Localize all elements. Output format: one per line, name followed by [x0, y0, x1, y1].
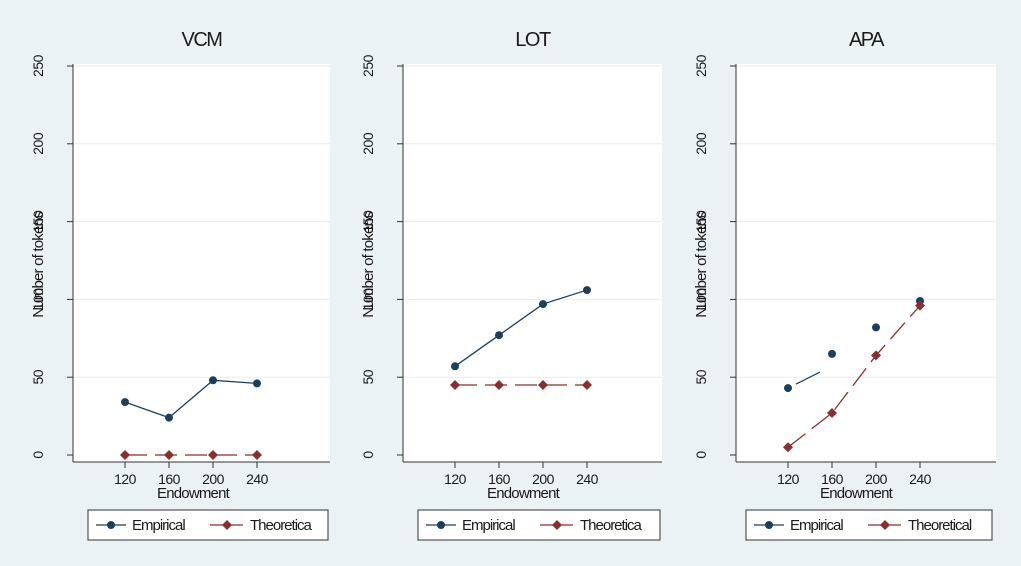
y-tick-label: 150	[360, 210, 376, 233]
panel-0: 0 50 100 150 200 250 120 160 200 240 VCM Endowment N…	[10, 16, 336, 554]
panel-2: 0 50 100 150 200 250 120 160 200 240 APA Endowment N…	[674, 16, 1000, 554]
y-tick-label: 0	[360, 451, 376, 459]
data-point-theoretical	[538, 379, 548, 390]
legend-marker-empirical	[107, 521, 115, 529]
data-point-empirical	[165, 413, 173, 422]
legend-label-theoretical: Theoretica	[250, 517, 313, 534]
y-axis-label: Number of tokens	[30, 212, 47, 318]
plot-area	[73, 64, 330, 462]
data-point-theoretical	[582, 379, 592, 390]
data-point-empirical	[872, 323, 880, 332]
data-point-empirical	[583, 286, 591, 295]
legend: Empirical Theoretical	[745, 509, 993, 541]
y-axis-label: Number of tokens	[693, 212, 710, 318]
legend-label-theoretical: Theoretical	[908, 517, 972, 534]
x-tick-label: 240	[576, 471, 599, 487]
y-tick-label: 200	[30, 132, 46, 155]
data-point-theoretical	[120, 450, 130, 460]
x-tick-label: 200	[865, 471, 888, 487]
y-tick-label: 150	[693, 210, 709, 233]
data-point-theoretical	[494, 379, 504, 390]
y-axis-label: Number of tokens	[360, 212, 377, 318]
y-tick-label: 200	[693, 132, 709, 155]
series-line-empirical	[795, 371, 821, 385]
data-point-theoretical	[783, 442, 793, 453]
y-tick-label: 0	[30, 451, 46, 459]
x-axis-label: Endowment	[487, 485, 561, 502]
series-line-empirical	[124, 379, 258, 419]
legend-box	[87, 509, 329, 541]
y-tick-label: 50	[693, 369, 709, 384]
y-tick-label: 150	[30, 210, 46, 233]
legend-marker-theoretical	[222, 520, 232, 530]
y-tick-label: 100	[693, 288, 709, 311]
x-tick-label: 200	[532, 471, 555, 487]
legend-marker-theoretical	[880, 520, 890, 530]
y-tick-label: 200	[360, 132, 376, 155]
y-tick-label: 250	[360, 54, 376, 77]
data-point-empirical	[539, 300, 547, 309]
legend-label-theoretical: Theoretica	[580, 517, 643, 534]
data-point-empirical	[209, 376, 217, 385]
legend-box	[417, 509, 661, 541]
x-tick-label: 160	[488, 471, 511, 487]
panel-1: 0 50 100 150 200 250 120 160 200 240 LOT Endowment N…	[342, 16, 668, 554]
panel-title: LOT	[515, 29, 551, 51]
legend: Empirical Theoretica	[87, 509, 329, 541]
data-point-theoretical	[450, 379, 460, 390]
y-tick-label: 250	[693, 54, 709, 77]
data-point-theoretical	[164, 450, 174, 460]
panel-title: VCM	[182, 29, 223, 51]
series-line-empirical	[454, 289, 588, 367]
plot-area	[736, 64, 996, 462]
x-tick-label: 120	[777, 471, 800, 487]
data-point-theoretical	[252, 450, 262, 460]
data-point-empirical	[495, 331, 503, 340]
y-tick-label: 100	[360, 288, 376, 311]
x-tick-label: 120	[444, 471, 467, 487]
x-tick-label: 240	[246, 471, 269, 487]
data-point-theoretical	[871, 350, 881, 361]
data-point-empirical	[784, 384, 792, 393]
data-point-theoretical	[827, 407, 837, 418]
x-tick-label: 120	[114, 471, 137, 487]
x-tick-label: 240	[909, 471, 932, 487]
data-point-empirical	[828, 349, 836, 358]
x-tick-label: 160	[158, 471, 181, 487]
legend-marker-theoretical	[552, 520, 562, 530]
y-tick-label: 50	[360, 369, 376, 384]
legend-marker-empirical	[765, 521, 773, 529]
y-tick-label: 0	[693, 451, 709, 459]
legend-marker-empirical	[437, 521, 445, 529]
data-point-empirical	[121, 398, 129, 407]
x-tick-label: 200	[202, 471, 225, 487]
data-point-theoretical	[208, 450, 218, 460]
data-point-empirical	[253, 379, 261, 388]
y-tick-label: 50	[30, 369, 46, 384]
panel-title: APA	[849, 29, 885, 51]
x-axis-label: Endowment	[157, 485, 231, 502]
legend-label-empirical: Empirical	[790, 517, 843, 534]
series-line-theoretical	[787, 305, 921, 448]
y-tick-label: 250	[30, 54, 46, 77]
data-point-empirical	[451, 362, 459, 371]
y-tick-label: 100	[30, 288, 46, 311]
legend-label-empirical: Empirical	[132, 517, 185, 534]
legend: Empirical Theoretica	[417, 509, 661, 541]
data-point-theoretical	[915, 300, 925, 311]
x-tick-label: 160	[821, 471, 844, 487]
legend-label-empirical: Empirical	[462, 517, 515, 534]
plot-area	[403, 64, 662, 462]
x-axis-label: Endowment	[820, 485, 894, 502]
